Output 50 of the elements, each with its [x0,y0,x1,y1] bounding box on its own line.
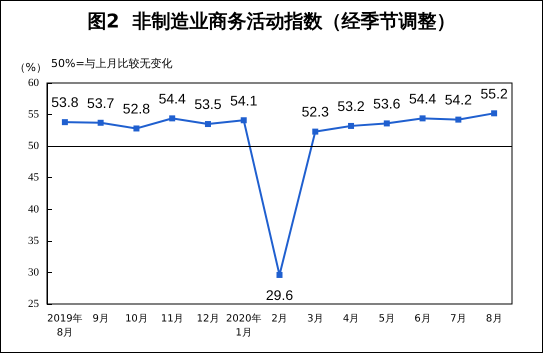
y-tick-label: 30 [28,266,40,278]
point [384,120,390,126]
text: 50%=与上月比较无变化 [51,57,173,70]
chart-title: 图2 非制造业商务活动指数（经季节调整） [87,10,456,32]
x-tick-label: 4月 [342,314,360,324]
data-label: 29.6 [266,286,294,303]
point [455,116,462,123]
point [62,119,68,126]
data-label: 52.8 [122,100,150,116]
data-label: 53.7 [87,94,114,111]
data-label: 53.8 [51,94,79,110]
x-tick-label: 10月 [125,314,148,324]
point [204,121,211,128]
data-label: 54.1 [230,92,258,108]
data-label: 54.4 [408,90,436,106]
data-label: 53.2 [337,98,365,114]
point [240,117,247,124]
point [312,128,318,135]
x-tick-label: 9月 [92,314,109,324]
y-tick-label: 25 [28,298,40,310]
data-label: 53.5 [194,96,222,112]
data-label: 53.6 [373,95,401,112]
point [276,272,282,278]
x-tick-label: 3月 [307,314,324,324]
point [420,115,426,122]
x-tick-label: 6月 [414,314,431,324]
y-tick-label: 50 [28,140,40,152]
data-label: 55.2 [480,85,508,102]
x-tick-label: 2月 [271,314,288,324]
y-tick-label: 55 [28,108,40,121]
x-tick-label: 8月 [486,314,502,324]
y-tick-label: 35 [28,234,40,247]
point [491,110,498,116]
x-tick-label: 11月 [160,314,184,324]
x-tick-label: 12月 [196,314,220,324]
x-tick-label: 5月 [378,314,395,324]
y-tick-label: 40 [28,203,40,216]
y-axis-title: （%） [14,61,47,74]
y-tick-label: 60 [28,77,40,89]
y-tick-label: 45 [28,172,40,184]
x-tick-label: 2020年 1月 [226,312,262,338]
point [169,115,176,122]
x-tick-label: 2019年 8月 [47,312,83,338]
point [348,122,354,129]
point [133,125,140,132]
x-tick-label: 7月 [450,314,467,324]
data-label: 54.4 [158,90,186,106]
point [98,120,104,126]
data-label: 52.3 [302,104,330,120]
data-label: 54.2 [444,92,472,108]
